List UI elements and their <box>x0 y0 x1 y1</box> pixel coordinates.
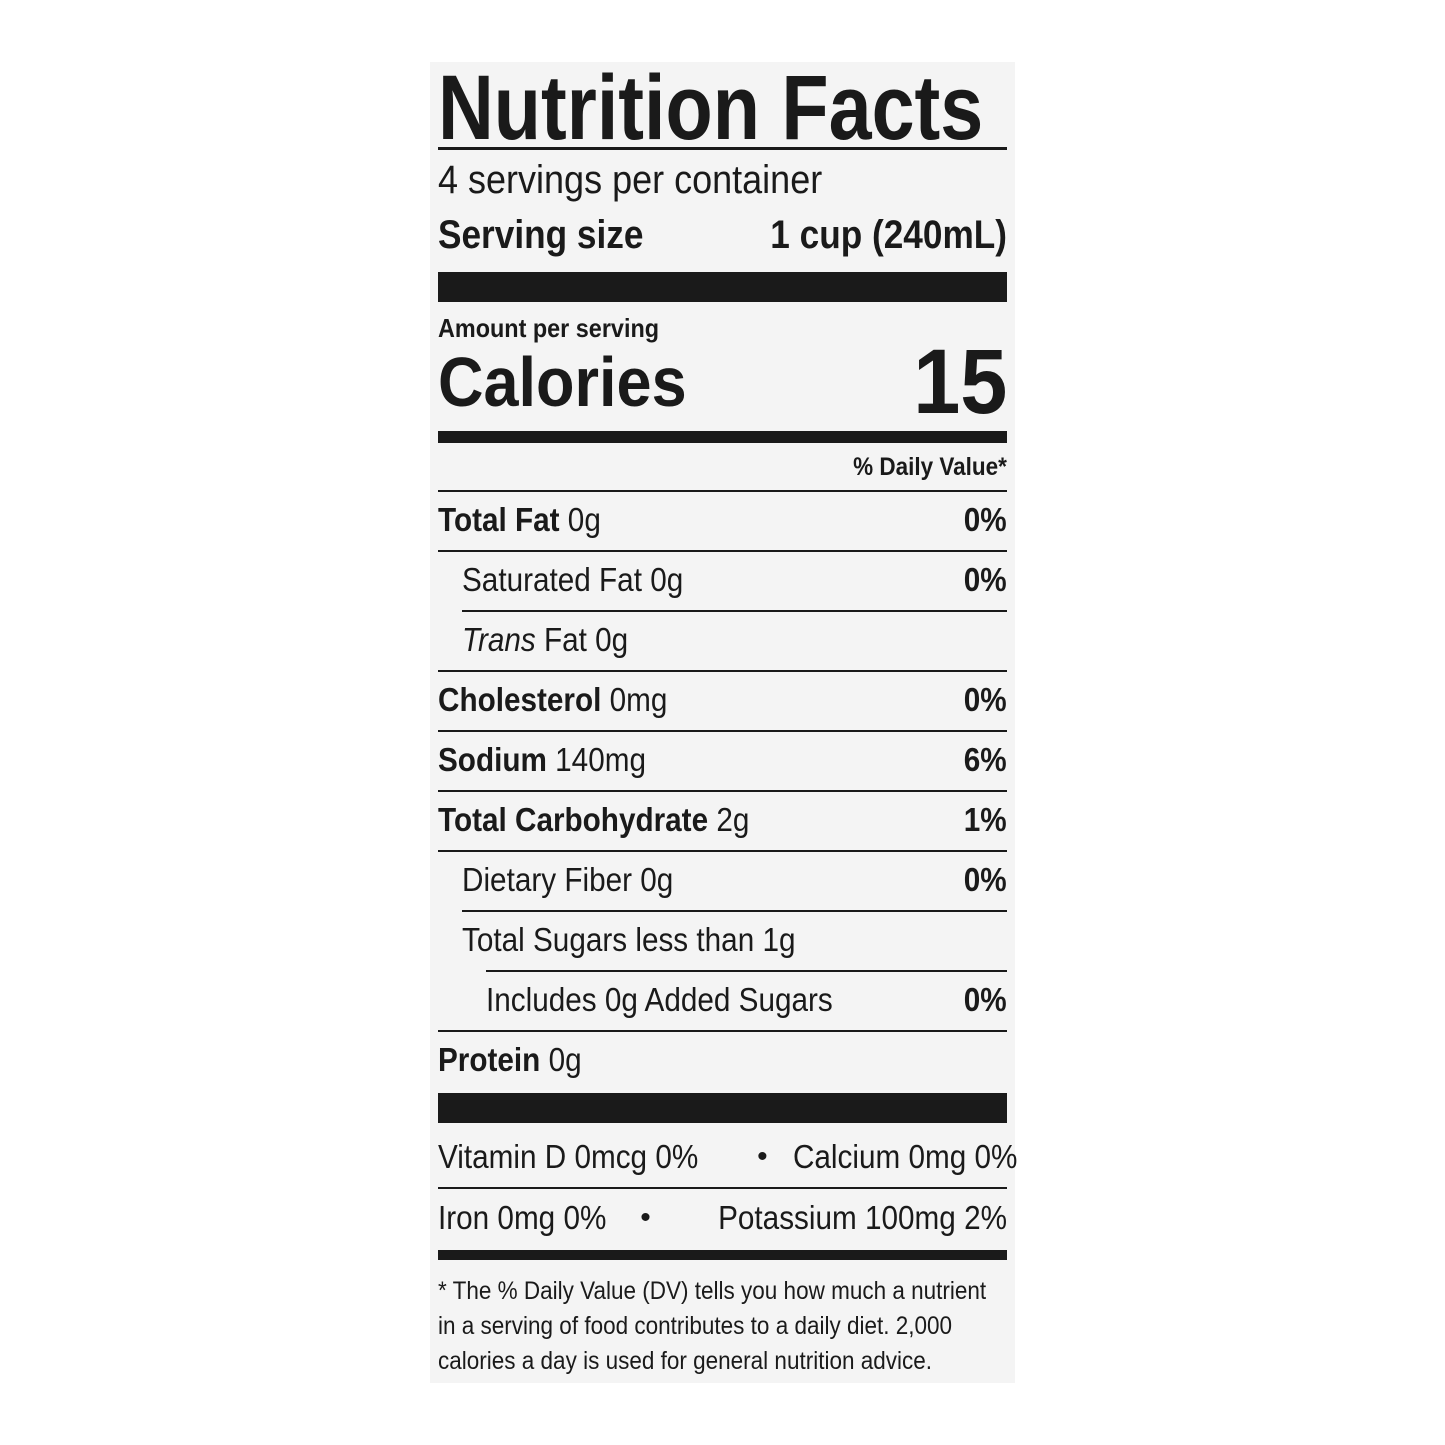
label-title: Nutrition Facts <box>438 57 984 159</box>
divider <box>438 147 1007 150</box>
micronutrient-row: Iron 0mg 0% • Potassium 100mg 2% <box>438 1199 1007 1236</box>
divider <box>462 610 1007 612</box>
nutrient-row-total-sugars: Total Sugars less than 1g <box>462 921 796 958</box>
nutrient-row-total-fat: Total Fat 0g 0% <box>438 501 1007 538</box>
footnote: * The % Daily Value (DV) tells you how m… <box>438 1277 987 1375</box>
bullet-separator: • <box>757 1140 768 1173</box>
divider <box>438 850 1007 852</box>
divider <box>438 490 1007 492</box>
thick-divider <box>438 1093 1007 1123</box>
calories-value: 15 <box>912 330 1007 433</box>
serving-size-label: Serving size <box>438 213 644 257</box>
micronutrient-row: Vitamin D 0mcg 0% • Calcium 0mg 0% <box>438 1138 1018 1175</box>
nutrient-row-total-carbohydrate: Total Carbohydrate 2g 1% <box>438 801 1007 838</box>
divider <box>438 790 1007 792</box>
divider <box>438 1187 1007 1189</box>
calories-label: Calories <box>438 343 687 421</box>
divider <box>462 910 1007 912</box>
nutrient-row-saturated-fat: Saturated Fat 0g 0% <box>462 561 1007 598</box>
servings-per-container: 4 servings per container <box>438 158 823 202</box>
serving-size-value: 1 cup (240mL) <box>770 213 1007 257</box>
nutrition-facts-label: Nutrition Facts 4 servings per container… <box>430 57 1018 1383</box>
nutrient-row-added-sugars: Includes 0g Added Sugars 0% <box>486 981 1007 1018</box>
amount-per-serving: Amount per serving <box>438 313 660 343</box>
divider <box>438 550 1007 552</box>
medium-divider <box>438 1250 1007 1260</box>
medium-divider <box>438 431 1007 443</box>
nutrient-row-trans-fat: Trans Fat 0g <box>462 621 629 658</box>
nutrient-row-cholesterol: Cholesterol 0mg 0% <box>438 681 1007 718</box>
divider <box>438 670 1007 672</box>
nutrient-row-sodium: Sodium 140mg 6% <box>438 741 1007 778</box>
nutrient-row-dietary-fiber: Dietary Fiber 0g 0% <box>462 861 1007 898</box>
divider <box>438 1030 1007 1032</box>
nutrient-row-protein: Protein 0g <box>438 1041 582 1078</box>
daily-value-header: % Daily Value* <box>853 453 1007 481</box>
divider <box>438 730 1007 732</box>
thick-divider <box>438 272 1007 302</box>
bullet-separator: • <box>640 1201 651 1234</box>
divider <box>486 970 1007 972</box>
